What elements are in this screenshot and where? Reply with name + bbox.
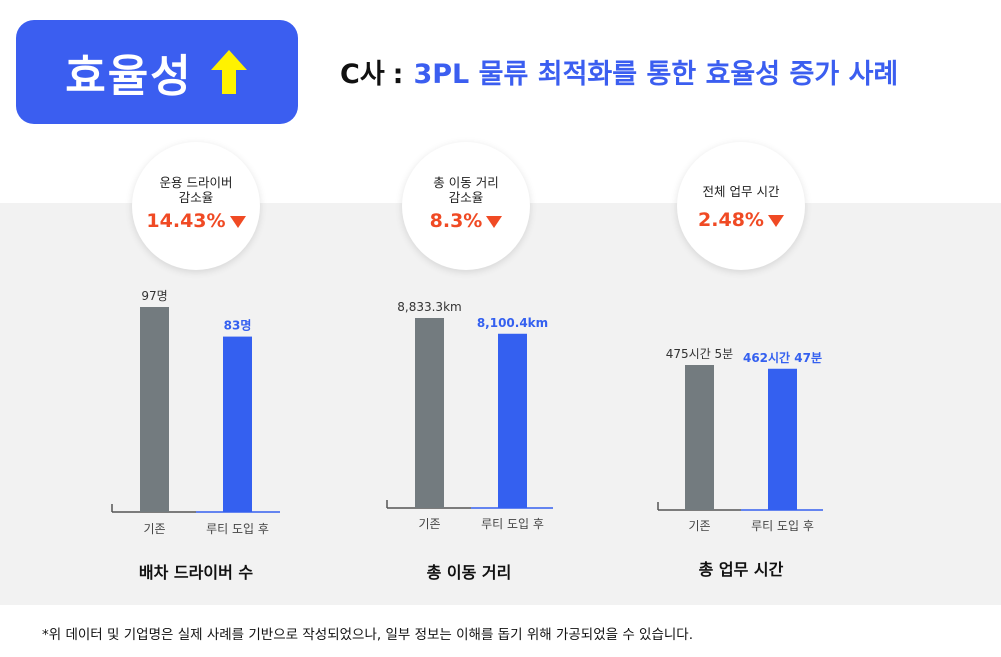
metric-value: 14.43% <box>132 210 260 232</box>
metric-label: 전체 업무 시간 <box>702 184 780 199</box>
bar-before <box>140 307 169 512</box>
bar-before <box>415 318 444 508</box>
category-label: 루티 도입 후 <box>481 517 544 531</box>
down-triangle-icon <box>486 215 503 228</box>
metric-label: 운용 드라이버 감소율 <box>159 175 233 205</box>
up-arrow-icon <box>210 50 247 94</box>
metric-value: 8.3% <box>402 210 530 232</box>
bar-before <box>685 365 714 510</box>
chart-title: 총 업무 시간 <box>699 560 784 579</box>
metric-label: 총 이동 거리 감소율 <box>433 175 499 205</box>
data-label: 475시간 5분 <box>666 347 733 361</box>
chart-title: 총 이동 거리 <box>427 563 512 582</box>
down-triangle-icon <box>767 214 784 227</box>
efficiency-badge: 효율성 <box>16 20 298 124</box>
category-label: 루티 도입 후 <box>206 522 269 536</box>
chart-title: 배차 드라이버 수 <box>139 563 253 582</box>
data-label: 8,100.4km <box>477 316 548 330</box>
data-label: 83명 <box>224 319 252 333</box>
category-label: 기존 <box>143 522 165 536</box>
bar-after <box>498 333 527 508</box>
title-colon: : <box>392 59 404 90</box>
down-triangle-icon <box>229 215 246 228</box>
category-label: 기존 <box>418 517 440 531</box>
page-title: C사:3PL 물류 최적화를 통한 효율성 증가 사례 <box>340 52 898 91</box>
metric-value-text: 14.43% <box>146 210 226 232</box>
metric-circle-worktime: 전체 업무 시간 2.48% <box>677 142 805 270</box>
metric-circle-drivers: 운용 드라이버 감소율 14.43% <box>132 142 260 270</box>
footnote: *위 데이터 및 기업명은 실제 사례를 기반으로 작성되었으나, 일부 정보는… <box>42 627 694 643</box>
company-name: C사 <box>340 59 385 90</box>
data-label: 8,833.3km <box>397 300 461 314</box>
metric-value-text: 2.48% <box>698 209 764 231</box>
category-label: 기존 <box>688 519 710 533</box>
bar-after <box>223 336 252 512</box>
metric-value: 2.48% <box>677 209 805 231</box>
data-label: 97명 <box>141 289 167 303</box>
badge-label: 효율성 <box>65 51 193 102</box>
bar-after <box>768 368 797 510</box>
case-title: 3PL 물류 최적화를 통한 효율성 증가 사례 <box>413 59 899 90</box>
category-label: 루티 도입 후 <box>751 519 814 533</box>
metric-circle-distance: 총 이동 거리 감소율 8.3% <box>402 142 530 270</box>
data-label: 462시간 47분 <box>743 350 822 365</box>
metric-value-text: 8.3% <box>429 210 483 232</box>
